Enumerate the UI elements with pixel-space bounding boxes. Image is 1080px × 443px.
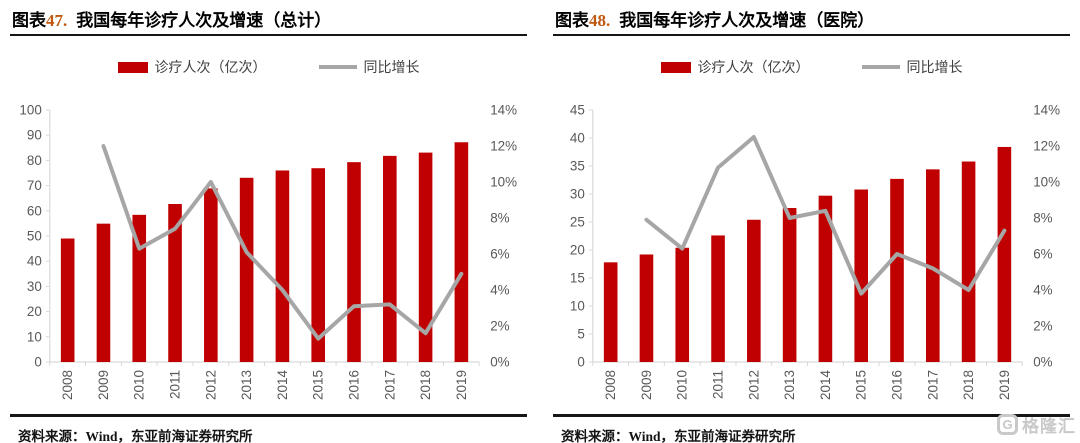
bar-swatch-icon (117, 61, 148, 73)
source-note: 资料来源：Wind，东亚前海证券研究所 (18, 428, 253, 443)
svg-text:6%: 6% (490, 246, 509, 261)
svg-text:2010: 2010 (675, 370, 690, 400)
svg-text:20: 20 (27, 304, 42, 319)
svg-text:30: 30 (27, 279, 42, 294)
svg-text:50: 50 (27, 228, 42, 243)
svg-text:6%: 6% (1033, 246, 1052, 261)
watermark-text: 格隆汇 (1022, 417, 1076, 436)
figure-number: 48. (589, 11, 611, 30)
legend-label: 同比增长 (363, 59, 420, 75)
svg-text:14%: 14% (490, 102, 517, 117)
svg-text:40: 40 (570, 130, 585, 145)
chart-panel-total: 图表47. 我国每年诊疗人次及增速（总计） 诊疗人次（亿次） 同比增长 0 10 20… (10, 4, 527, 443)
svg-text:2016: 2016 (347, 370, 362, 400)
legend: 诊疗人次（亿次） 同比增长 (553, 36, 1070, 98)
source-note: 资料来源：Wind，东亚前海证券研究所 (561, 428, 796, 443)
figure-number: 47. (46, 11, 68, 30)
svg-text:70: 70 (27, 178, 42, 193)
legend-item-bar-series: 诊疗人次（亿次） (117, 57, 267, 77)
divider (553, 414, 1070, 417)
svg-text:2012: 2012 (203, 370, 218, 400)
svg-text:4%: 4% (1033, 282, 1052, 297)
figure-label: 图表 (12, 11, 46, 30)
svg-text:2015: 2015 (854, 370, 869, 400)
bar-line-chart-hospital: 0 5 10 15 20 25 30 35 40 45 0% 2% 4% 6% 8% 10% 12% 14% 200… (570, 102, 1060, 400)
svg-text:2012: 2012 (746, 370, 761, 400)
gelonghui-watermark: G 格隆汇 (997, 412, 1076, 437)
figure-label: 图表 (555, 11, 589, 30)
bar-line-chart-total: 0 10 20 30 40 50 60 70 80 90 100 0% 2% 4% 6% 8% 10% 12% 14… (19, 102, 517, 400)
svg-text:10%: 10% (490, 174, 517, 189)
legend: 诊疗人次（亿次） 同比增长 (10, 36, 527, 98)
svg-text:60: 60 (27, 203, 42, 218)
svg-text:2008: 2008 (60, 370, 75, 400)
svg-text:2015: 2015 (311, 370, 326, 400)
svg-text:45: 45 (570, 102, 585, 117)
svg-text:2%: 2% (1033, 318, 1052, 333)
legend-label: 同比增长 (906, 59, 963, 75)
svg-text:20: 20 (570, 242, 585, 257)
figure-title: 图表47. 我国每年诊疗人次及增速（总计） (10, 4, 527, 36)
figure-title: 图表48. 我国每年诊疗人次及增速（医院） (553, 4, 1070, 36)
divider (10, 414, 527, 417)
legend-item-bar-series: 诊疗人次（亿次） (660, 57, 810, 77)
svg-text:2009: 2009 (639, 370, 654, 400)
svg-text:12%: 12% (490, 138, 517, 153)
bar-swatch-icon (660, 61, 691, 73)
svg-text:2011: 2011 (168, 370, 183, 399)
svg-text:2014: 2014 (275, 369, 290, 400)
svg-text:2013: 2013 (239, 370, 254, 400)
svg-text:2018: 2018 (961, 370, 976, 400)
figure-title-text: 我国每年诊疗人次及增速（医院） (619, 11, 875, 30)
legend-item-line-series: 同比增长 (861, 57, 963, 77)
svg-text:2016: 2016 (890, 370, 905, 400)
line-swatch-icon (318, 65, 357, 69)
svg-text:90: 90 (27, 128, 42, 143)
legend-item-line-series: 同比增长 (318, 57, 420, 77)
svg-text:0: 0 (577, 354, 584, 369)
svg-text:2017: 2017 (382, 370, 397, 400)
svg-text:2019: 2019 (997, 370, 1012, 400)
svg-text:2014: 2014 (818, 369, 833, 400)
svg-text:2010: 2010 (132, 370, 147, 400)
svg-text:100: 100 (19, 102, 41, 117)
svg-text:2017: 2017 (925, 370, 940, 400)
svg-text:10: 10 (27, 329, 42, 344)
svg-text:14%: 14% (1033, 102, 1060, 117)
legend-label: 诊疗人次（亿次） (697, 59, 810, 75)
svg-text:2019: 2019 (454, 370, 469, 400)
line-swatch-icon (861, 65, 900, 69)
svg-text:40: 40 (27, 254, 42, 269)
svg-text:2009: 2009 (96, 370, 111, 400)
svg-text:8%: 8% (1033, 210, 1052, 225)
svg-text:5: 5 (577, 326, 584, 341)
svg-text:10%: 10% (1033, 174, 1060, 189)
svg-text:8%: 8% (490, 210, 509, 225)
svg-text:4%: 4% (490, 282, 509, 297)
svg-text:2%: 2% (490, 318, 509, 333)
svg-text:80: 80 (27, 153, 42, 168)
figure-title-text: 我国每年诊疗人次及增速（总计） (76, 11, 332, 30)
svg-text:0: 0 (34, 354, 41, 369)
svg-text:0%: 0% (1033, 354, 1052, 369)
svg-text:30: 30 (570, 186, 585, 201)
legend-label: 诊疗人次（亿次） (154, 59, 267, 75)
svg-text:15: 15 (570, 270, 585, 285)
svg-text:2018: 2018 (418, 370, 433, 400)
svg-text:2008: 2008 (603, 370, 618, 400)
svg-text:0%: 0% (490, 354, 509, 369)
svg-text:25: 25 (570, 214, 585, 229)
svg-text:2013: 2013 (782, 370, 797, 400)
svg-text:10: 10 (570, 298, 585, 313)
chart-panel-hospital: 图表48. 我国每年诊疗人次及增速（医院） 诊疗人次（亿次） 同比增长 0 5 10 1… (553, 4, 1070, 443)
gelonghui-logo-icon: G (997, 414, 1018, 435)
svg-text:2011: 2011 (711, 370, 726, 399)
svg-text:12%: 12% (1033, 138, 1060, 153)
svg-text:35: 35 (570, 158, 585, 173)
